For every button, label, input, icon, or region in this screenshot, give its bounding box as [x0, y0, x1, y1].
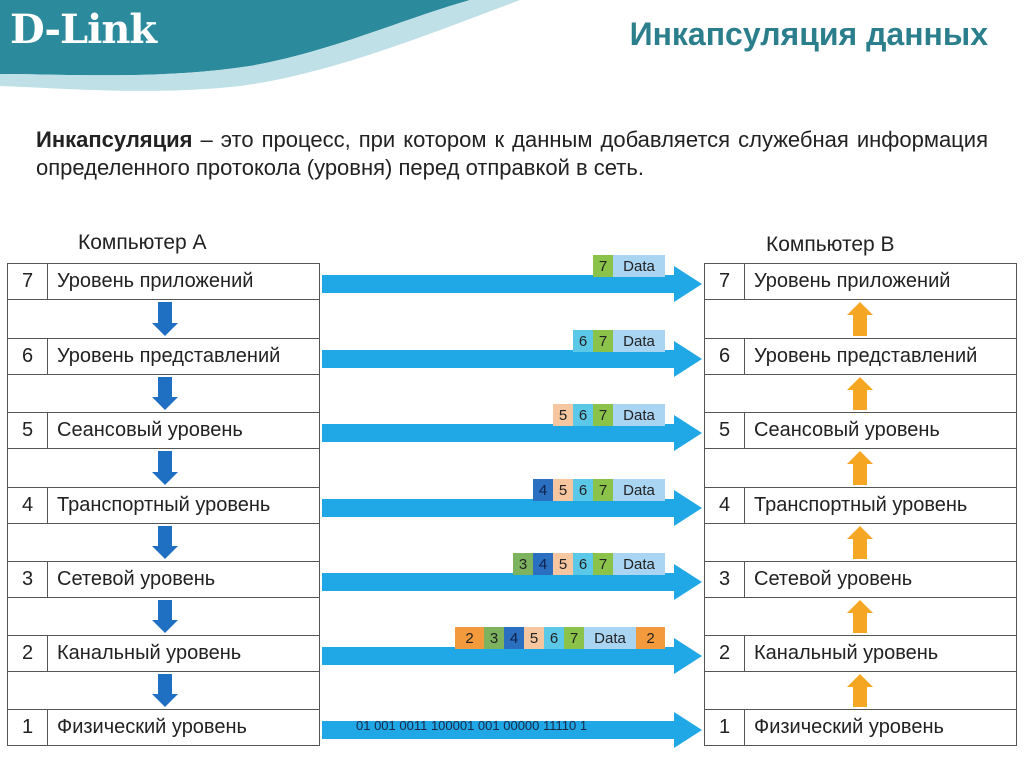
layer-number: 7 — [705, 264, 745, 299]
a-layer-7: 7 Уровень приложений — [7, 263, 320, 300]
layer-number: 6 — [705, 339, 745, 374]
packet-layer-2: 2 3 4 5 6 7 Data 2 — [455, 627, 665, 649]
header-segment: 7 — [564, 627, 584, 649]
a-gap-row — [7, 672, 320, 709]
b-layer-7: 7 Уровень приложений — [704, 263, 1017, 300]
header-segment: 2 — [455, 627, 484, 649]
b-gap-row — [704, 449, 1017, 487]
computer-b-label: Компьютер В — [766, 233, 895, 256]
a-gap-row — [7, 524, 320, 561]
b-gap-row — [704, 300, 1017, 338]
layer-number: 4 — [8, 488, 48, 523]
layer-name: Физический уровень — [57, 716, 247, 738]
packet-layer-6: 6 7 Data — [573, 330, 665, 352]
b-layer-2: 2 Канальный уровень — [704, 635, 1017, 672]
layer-name: Уровень представлений — [754, 345, 978, 367]
layer-number: 6 — [8, 339, 48, 374]
a-gap-row — [7, 449, 320, 487]
data-segment: Data — [613, 255, 665, 277]
layer-name: Физический уровень — [754, 716, 944, 738]
a-layer-2: 2 Канальный уровень — [7, 635, 320, 672]
header-segment: 6 — [573, 330, 593, 352]
header-segment: 5 — [553, 404, 573, 426]
layer-number: 1 — [8, 710, 48, 745]
a-layer-6: 6 Уровень представлений — [7, 338, 320, 375]
b-gap-row — [704, 598, 1017, 635]
b-layer-6: 6 Уровень представлений — [704, 338, 1017, 375]
layer-name: Уровень приложений — [57, 270, 254, 292]
a-layer-1: 1 Физический уровень — [7, 709, 320, 746]
header-segment: 5 — [524, 627, 544, 649]
layer-number: 1 — [705, 710, 745, 745]
header-segment: 3 — [484, 627, 504, 649]
b-gap-row — [704, 375, 1017, 412]
dlink-logo: D-Link — [10, 6, 157, 53]
layer-number: 3 — [8, 562, 48, 597]
packet-layer-7: 7 Data — [593, 255, 665, 277]
b-layer-4: 4 Транспортный уровень — [704, 487, 1017, 524]
header-segment: 7 — [593, 404, 613, 426]
header-segment: 4 — [504, 627, 524, 649]
header-segment: 5 — [553, 479, 573, 501]
layer-name: Сеансовый уровень — [57, 419, 243, 441]
header-swoosh — [0, 0, 520, 91]
b-layer-1: 1 Физический уровень — [704, 709, 1017, 746]
header-segment: 5 — [553, 553, 573, 575]
a-gap-row — [7, 375, 320, 412]
b-gap-row — [704, 524, 1017, 561]
data-segment: Data — [613, 553, 665, 575]
definition-term: Инкапсуляция — [36, 127, 193, 152]
layer-number: 4 — [705, 488, 745, 523]
a-layer-4: 4 Транспортный уровень — [7, 487, 320, 524]
data-segment: Data — [613, 479, 665, 501]
header-segment: 6 — [573, 404, 593, 426]
physical-bits: 01 001 0011 100001 001 00000 11110 1 — [356, 718, 588, 733]
packet-layer-3: 3 4 5 6 7 Data — [513, 553, 665, 575]
b-layer-5: 5 Сеансовый уровень — [704, 412, 1017, 449]
layer-number: 7 — [8, 264, 48, 299]
layer-number: 3 — [705, 562, 745, 597]
layer-name: Сетевой уровень — [57, 568, 216, 590]
computer-a-label: Компьютер А — [78, 231, 207, 254]
header-segment: 4 — [533, 553, 553, 575]
layer-number: 5 — [8, 413, 48, 448]
a-gap-row — [7, 598, 320, 635]
layer-name: Сеансовый уровень — [754, 419, 940, 441]
header-segment: 4 — [533, 479, 553, 501]
header-segment: 7 — [593, 330, 613, 352]
layer-number: 5 — [705, 413, 745, 448]
header-segment: 6 — [544, 627, 564, 649]
layer-name: Транспортный уровень — [57, 494, 271, 516]
header-banner: D-Link Инкапсуляция данных — [0, 0, 1024, 96]
layer-name: Уровень приложений — [754, 270, 951, 292]
page-title: Инкапсуляция данных — [629, 16, 988, 52]
b-gap-row — [704, 672, 1017, 709]
packet-layer-4: 4 5 6 7 Data — [533, 479, 665, 501]
layer-number: 2 — [705, 636, 745, 671]
definition-paragraph: Инкапсуляция – это процесс, при котором … — [36, 126, 988, 182]
packet-layer-5: 5 6 7 Data — [553, 404, 665, 426]
header-segment: 7 — [593, 479, 613, 501]
header-segment: 6 — [573, 553, 593, 575]
header-segment: 3 — [513, 553, 533, 575]
data-segment: Data — [613, 404, 665, 426]
layer-name: Канальный уровень — [57, 642, 242, 664]
header-segment: 2 — [636, 627, 665, 649]
definition-text: – это процесс, при котором к данным доба… — [36, 127, 988, 180]
a-gap-row — [7, 300, 320, 338]
a-layer-5: 5 Сеансовый уровень — [7, 412, 320, 449]
layer-name: Уровень представлений — [57, 345, 281, 367]
layer-name: Сетевой уровень — [754, 568, 913, 590]
a-layer-3: 3 Сетевой уровень — [7, 561, 320, 598]
data-segment: Data — [613, 330, 665, 352]
b-layer-3: 3 Сетевой уровень — [704, 561, 1017, 598]
header-segment: 7 — [593, 553, 613, 575]
data-segment: Data — [584, 627, 636, 649]
layer-number: 2 — [8, 636, 48, 671]
header-segment: 7 — [593, 255, 613, 277]
layer-name: Канальный уровень — [754, 642, 939, 664]
layer-name: Транспортный уровень — [754, 494, 968, 516]
header-segment: 6 — [573, 479, 593, 501]
